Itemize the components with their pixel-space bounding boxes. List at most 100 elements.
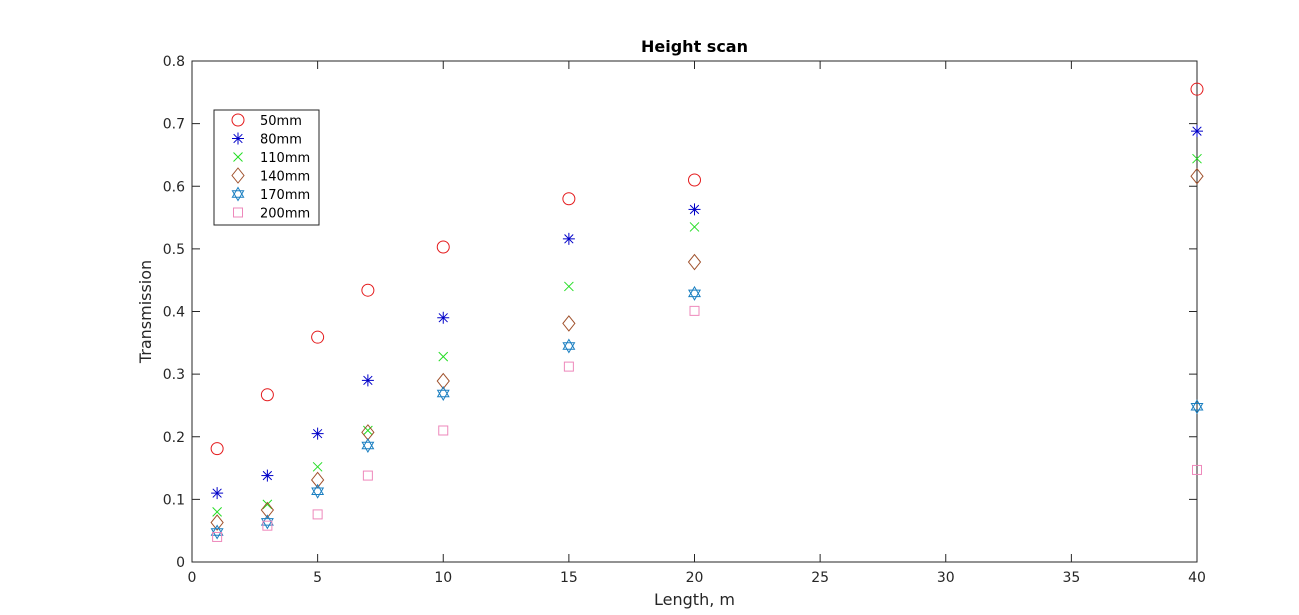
data-point (1191, 125, 1203, 138)
x-axis-title: Length, m (654, 590, 735, 609)
data-point (210, 524, 224, 540)
legend-box (213, 109, 320, 226)
data-point (1192, 153, 1202, 164)
data-point (311, 483, 325, 499)
data-point (689, 222, 700, 232)
asterisk-stroke (689, 204, 700, 215)
series-110mm (212, 153, 1202, 517)
y-tick-label: 0.6 (163, 179, 185, 195)
x-stroke (262, 499, 273, 510)
diamond-shape (1190, 167, 1204, 185)
x-stroke (212, 507, 222, 517)
asterisk-stroke (212, 488, 222, 498)
legend-item: 110mm (233, 151, 310, 166)
data-point (436, 386, 450, 402)
asterisk-stroke (363, 375, 373, 386)
x-stroke (564, 281, 574, 292)
x-tick-label: 10 (434, 570, 452, 586)
data-point (312, 461, 323, 472)
legend-marker (231, 167, 245, 184)
square-shape (563, 361, 574, 372)
series-170mm (210, 285, 1204, 540)
data-point (212, 531, 223, 542)
data-point (1192, 464, 1202, 475)
hexagram-triangle (311, 483, 325, 495)
data-point (1190, 399, 1204, 415)
hexagram-triangle (688, 289, 701, 301)
y-tick-label: 0.5 (163, 242, 185, 258)
data-point (1190, 167, 1204, 185)
hexagram-triangle (562, 338, 576, 350)
data-point (563, 361, 574, 372)
data-point (311, 330, 325, 344)
y-tick-label: 0.4 (163, 305, 185, 321)
legend-item: 200mm (233, 207, 310, 222)
data-point (260, 388, 274, 402)
square-shape (262, 520, 273, 531)
diamond-shape (687, 253, 702, 271)
hexagram-triangle (1190, 402, 1204, 415)
legend: 50mm 80mm 110mm 140mm 170mm 200mm (213, 109, 320, 226)
hexagram-triangle (260, 514, 274, 526)
data-point (562, 338, 576, 354)
data-point (688, 173, 701, 187)
square-shape (438, 425, 449, 436)
series-50mm (210, 82, 1204, 456)
legend-item: 170mm (231, 186, 310, 203)
legend-marker (231, 186, 245, 202)
y-tick-label: 0.2 (163, 430, 185, 446)
chart-title: Height scan (641, 37, 748, 56)
x-tick-label: 25 (811, 570, 829, 586)
series-200mm (212, 305, 1202, 542)
square-shape (312, 509, 323, 520)
x-tick-label: 35 (1062, 570, 1080, 586)
diamond-shape (231, 167, 245, 184)
legend-item: 140mm (231, 167, 310, 185)
hexagram-triangle (311, 487, 325, 499)
circle-marker-shape (311, 330, 325, 344)
data-point (262, 499, 273, 510)
legend-label: 110mm (260, 151, 310, 166)
x-stroke (312, 461, 323, 472)
legend-label: 80mm (260, 133, 302, 148)
circle-marker-shape (361, 283, 375, 297)
legend-marker (231, 113, 245, 127)
x-stroke (363, 425, 373, 436)
asterisk-stroke (312, 428, 323, 439)
x-stroke (233, 152, 243, 162)
hexagram-triangle (1190, 399, 1204, 411)
data-point (438, 351, 449, 362)
legend-label: 200mm (260, 207, 310, 222)
asterisk-stroke (262, 470, 273, 481)
circle-marker-shape (231, 113, 245, 127)
data-point (562, 232, 575, 245)
legend-item: 80mm (232, 132, 302, 148)
asterisk-stroke (438, 313, 448, 323)
asterisk-stroke (233, 133, 243, 144)
x-stroke (438, 351, 449, 362)
y-tick-label: 0 (176, 555, 185, 571)
hexagram-triangle (210, 528, 224, 540)
x-tick-label: 40 (1188, 570, 1206, 586)
legend-marker (233, 207, 243, 218)
x-tick-label: 20 (686, 570, 704, 586)
hexagram-triangle (562, 342, 576, 354)
y-tick-label: 0.1 (163, 492, 185, 508)
square-shape (233, 207, 243, 218)
data-point (311, 427, 324, 440)
hexagram-triangle (231, 186, 245, 198)
y-tick-label: 0.3 (163, 367, 185, 383)
data-point (312, 509, 323, 520)
data-point (1190, 82, 1204, 96)
y-axis-title: Transmission (136, 260, 155, 364)
data-point (437, 311, 450, 324)
square-shape (362, 470, 373, 481)
legend-label: 50mm (260, 114, 302, 129)
data-point (688, 203, 701, 216)
data-point (688, 285, 701, 301)
legend-item: 50mm (231, 113, 302, 129)
circle-marker-shape (562, 192, 576, 206)
data-point (562, 192, 576, 206)
data-point (438, 425, 449, 436)
